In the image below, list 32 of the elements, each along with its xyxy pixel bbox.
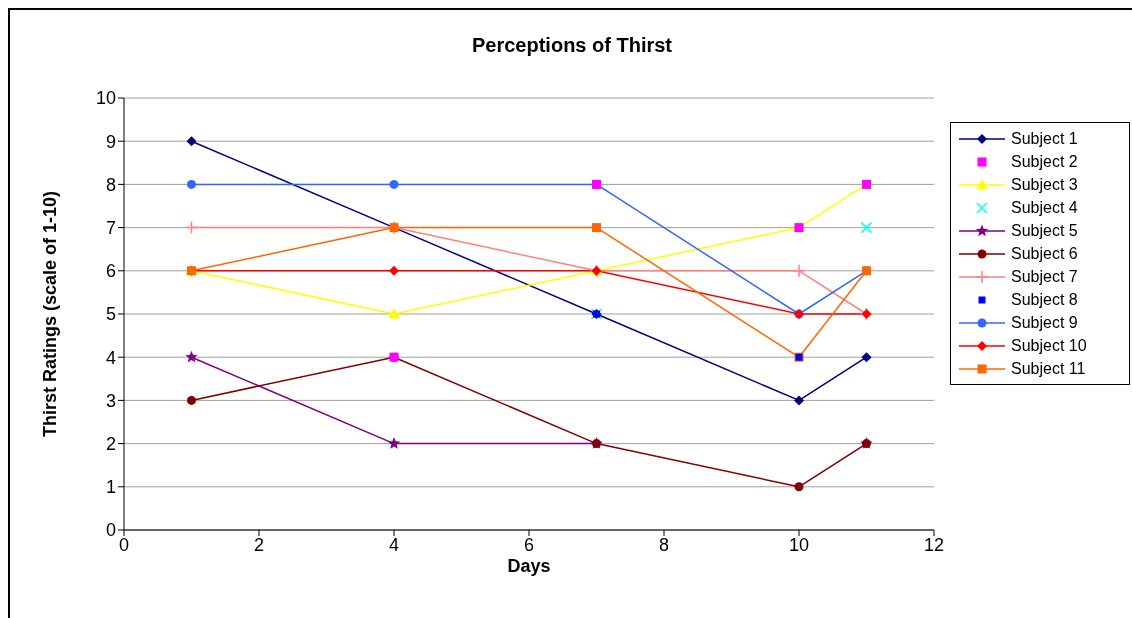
- legend-label: Subject 10: [1011, 336, 1087, 355]
- x-tick-label: 8: [658, 534, 670, 555]
- y-tick-label: 7: [105, 217, 116, 238]
- legend-label: Subject 11: [1011, 359, 1086, 378]
- legend-label: Subject 1: [1011, 129, 1078, 148]
- x-tick-label: 0: [118, 534, 130, 555]
- legend-label: Subject 2: [1011, 152, 1078, 171]
- legend-label: Subject 6: [1011, 244, 1078, 263]
- legend-label: Subject 8: [1011, 290, 1078, 309]
- y-axis-title: Thirst Ratings (scale of 1-10): [40, 190, 61, 438]
- y-tick-label: 10: [95, 88, 116, 109]
- y-tick-label: 4: [105, 347, 116, 368]
- y-tick-label: 3: [105, 390, 116, 411]
- x-tick-label: 4: [388, 534, 400, 555]
- x-axis-title: Days: [507, 556, 551, 576]
- y-tick-label: 5: [105, 304, 116, 325]
- legend-label: Subject 3: [1011, 175, 1078, 194]
- y-tick-label: 0: [105, 520, 116, 541]
- y-tick-label: 1: [105, 477, 116, 498]
- y-tick-label: 8: [105, 174, 116, 195]
- y-tick-label: 6: [105, 261, 116, 282]
- legend-label: Subject 4: [1011, 198, 1078, 217]
- legend-label: Subject 9: [1011, 313, 1078, 332]
- x-tick-label: 2: [253, 534, 265, 555]
- y-tick-label: 9: [105, 131, 116, 152]
- legend-label: Subject 5: [1011, 221, 1078, 240]
- x-tick-label: 10: [788, 534, 810, 555]
- legend-label: Subject 7: [1011, 267, 1078, 286]
- x-tick-label: 12: [923, 534, 945, 555]
- x-tick-label: 6: [523, 534, 535, 555]
- chart-title: Perceptions of Thirst: [471, 34, 673, 57]
- y-tick-label: 2: [105, 433, 116, 454]
